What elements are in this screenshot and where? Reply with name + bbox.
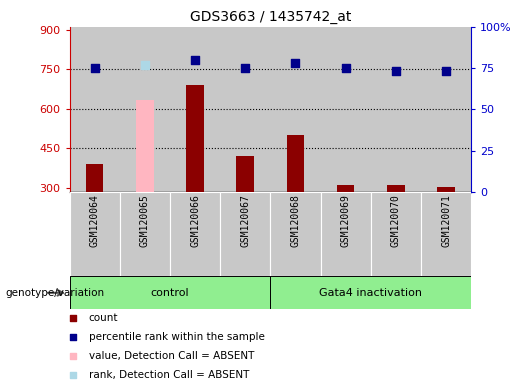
Text: GSM120071: GSM120071 — [441, 195, 451, 247]
Bar — [270, 192, 321, 276]
Title: GDS3663 / 1435742_at: GDS3663 / 1435742_at — [190, 10, 351, 25]
Text: GSM120068: GSM120068 — [290, 195, 300, 247]
Point — [68, 334, 77, 340]
Text: GSM120065: GSM120065 — [140, 195, 150, 247]
Point — [68, 315, 77, 321]
Bar — [236, 156, 254, 192]
Bar — [86, 164, 104, 192]
Text: percentile rank within the sample: percentile rank within the sample — [89, 332, 265, 342]
Bar — [387, 185, 405, 192]
Point — [341, 65, 350, 71]
Bar — [320, 192, 371, 276]
Bar — [70, 192, 119, 276]
Bar — [287, 135, 304, 192]
Point — [68, 353, 77, 359]
Text: Gata4 inactivation: Gata4 inactivation — [319, 288, 422, 298]
Bar — [70, 276, 270, 309]
Point — [91, 65, 99, 71]
Text: control: control — [151, 288, 190, 298]
Bar — [421, 27, 471, 192]
Bar — [170, 192, 220, 276]
Text: genotype/variation: genotype/variation — [5, 288, 104, 298]
Bar — [136, 99, 153, 192]
Bar — [220, 27, 270, 192]
Point — [291, 60, 300, 66]
Bar — [337, 185, 354, 192]
Text: value, Detection Call = ABSENT: value, Detection Call = ABSENT — [89, 351, 254, 361]
Text: GSM120067: GSM120067 — [241, 195, 250, 247]
Bar — [186, 85, 204, 192]
Bar — [371, 27, 421, 192]
Point — [241, 65, 249, 71]
Bar — [70, 27, 119, 192]
Point — [191, 57, 199, 63]
Bar — [371, 192, 421, 276]
Bar — [270, 276, 471, 309]
Bar — [119, 27, 170, 192]
Point — [141, 62, 149, 68]
Bar — [170, 27, 220, 192]
Text: GSM120070: GSM120070 — [391, 195, 401, 247]
Text: GSM120064: GSM120064 — [90, 195, 99, 247]
Text: rank, Detection Call = ABSENT: rank, Detection Call = ABSENT — [89, 370, 249, 380]
Text: GSM120066: GSM120066 — [190, 195, 200, 247]
Point — [442, 68, 450, 74]
Text: GSM120069: GSM120069 — [341, 195, 351, 247]
Point — [68, 372, 77, 378]
Bar — [320, 27, 371, 192]
Bar — [220, 192, 270, 276]
Bar — [421, 192, 471, 276]
Bar — [270, 27, 321, 192]
Text: count: count — [89, 313, 118, 323]
Bar — [437, 187, 455, 192]
Bar — [119, 192, 170, 276]
Point — [392, 68, 400, 74]
